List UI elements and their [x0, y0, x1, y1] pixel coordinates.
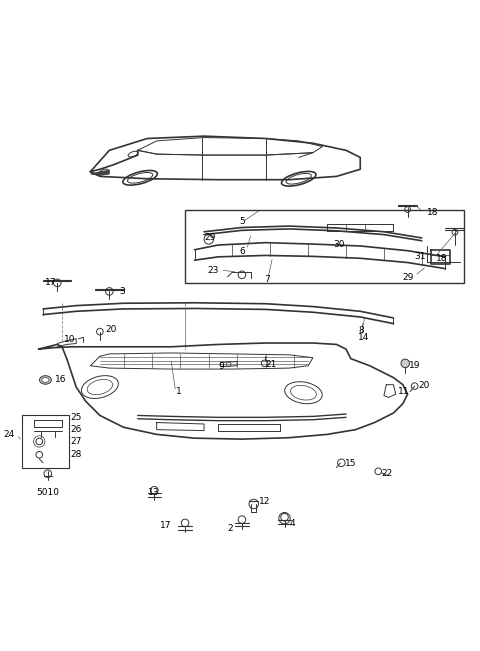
Text: 28: 28: [71, 450, 82, 459]
Text: 20: 20: [419, 381, 430, 390]
Text: 23: 23: [207, 266, 218, 275]
Text: 7: 7: [264, 275, 270, 284]
Text: 16: 16: [55, 376, 66, 385]
Text: 15: 15: [345, 459, 357, 468]
Text: 17: 17: [160, 521, 172, 530]
Text: 5: 5: [239, 217, 245, 226]
Text: 17: 17: [45, 279, 56, 287]
Text: 19: 19: [408, 361, 420, 370]
Text: 29: 29: [402, 273, 413, 282]
Text: 4: 4: [289, 519, 295, 528]
Text: 20: 20: [106, 325, 117, 334]
Text: 14: 14: [358, 333, 369, 342]
Text: 18: 18: [427, 208, 438, 217]
FancyBboxPatch shape: [185, 210, 465, 283]
Text: 12: 12: [258, 497, 270, 506]
Text: 27: 27: [71, 437, 82, 446]
Text: 9: 9: [218, 362, 224, 371]
Text: 24: 24: [3, 430, 15, 439]
Text: 8: 8: [358, 326, 364, 335]
Text: 31: 31: [415, 253, 426, 261]
Polygon shape: [90, 170, 109, 175]
Text: 3: 3: [119, 287, 125, 296]
Text: 29: 29: [204, 234, 216, 242]
Text: 13: 13: [148, 488, 159, 497]
Text: 1: 1: [176, 387, 181, 396]
Ellipse shape: [401, 359, 409, 368]
Ellipse shape: [42, 378, 49, 382]
Text: 10: 10: [64, 335, 75, 344]
Text: 21: 21: [265, 360, 277, 369]
Text: 2: 2: [228, 523, 233, 533]
Text: 30: 30: [333, 240, 344, 249]
Text: 25: 25: [71, 413, 82, 422]
Ellipse shape: [39, 376, 51, 384]
Text: 26: 26: [71, 425, 82, 434]
Text: 11: 11: [398, 387, 409, 396]
Text: 5010: 5010: [36, 488, 60, 497]
Text: 6: 6: [240, 247, 245, 256]
Text: 22: 22: [382, 469, 393, 478]
Text: 18: 18: [436, 254, 447, 263]
